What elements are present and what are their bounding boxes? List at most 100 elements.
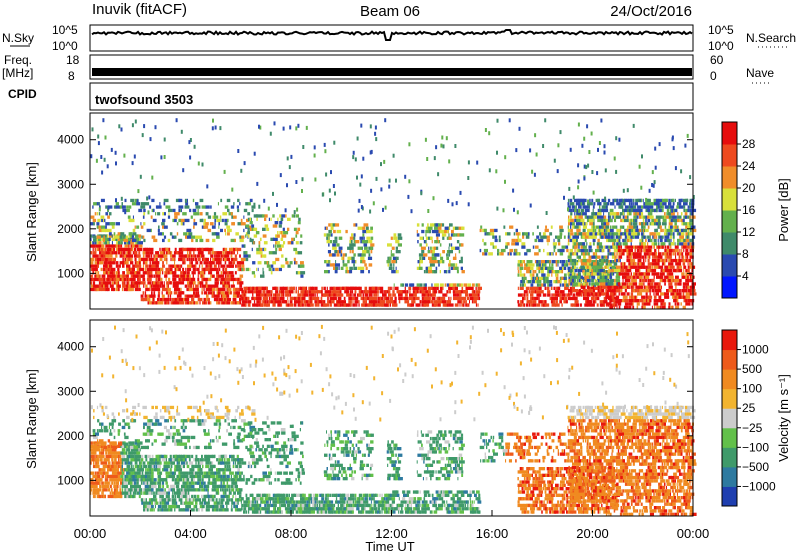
heatmap-cell — [531, 169, 534, 174]
heatmap-cell — [568, 186, 571, 191]
heatmap-cell — [620, 245, 622, 249]
heatmap-cell — [168, 208, 173, 213]
heatmap-cell — [117, 284, 121, 288]
heatmap-cell — [224, 267, 228, 272]
heatmap-cell — [584, 270, 587, 274]
heatmap-cell — [126, 464, 130, 469]
heatmap-cell — [141, 454, 144, 459]
heatmap-cell — [578, 292, 583, 296]
heatmap-cell — [571, 205, 575, 209]
heatmap-cell — [446, 283, 450, 287]
heatmap-cell — [677, 212, 679, 216]
heatmap-cell — [128, 441, 131, 445]
heatmap-cell — [512, 188, 515, 193]
heatmap-cell — [673, 238, 675, 243]
heatmap-cell — [210, 257, 212, 262]
heatmap-cell — [153, 238, 158, 243]
heatmap-cell — [347, 303, 350, 307]
heatmap-cell — [596, 245, 601, 249]
heatmap-cell — [252, 303, 255, 307]
heatmap-cell — [677, 258, 680, 263]
heatmap-cell — [647, 235, 650, 239]
heatmap-cell — [657, 292, 659, 296]
heatmap-cell — [580, 218, 585, 223]
heatmap-cell — [639, 258, 642, 263]
heatmap-cell — [661, 245, 664, 249]
heatmap-cell — [517, 263, 521, 267]
heatmap-cell — [167, 291, 173, 295]
heatmap-cell — [338, 266, 340, 270]
heatmap-cell — [178, 508, 182, 512]
heatmap-cell — [419, 236, 424, 240]
heatmap-cell — [98, 284, 102, 288]
heatmap-cell — [100, 451, 105, 455]
heatmap-cell — [195, 235, 199, 239]
heatmap-cell — [605, 289, 607, 293]
heatmap-cell — [211, 287, 216, 292]
heatmap-cell — [155, 464, 158, 469]
heatmap-cell — [448, 226, 451, 230]
heatmap-cell — [529, 270, 532, 274]
heatmap-cell — [607, 252, 610, 256]
heatmap-cell — [594, 272, 599, 276]
heatmap-cell — [300, 234, 303, 238]
heatmap-cell — [273, 121, 276, 126]
heatmap-cell — [162, 261, 164, 265]
heatmap-cell — [364, 296, 369, 301]
heatmap-cell — [381, 303, 385, 307]
heatmap-cell — [345, 286, 349, 290]
heatmap-cell — [611, 260, 614, 264]
heatmap-cell — [685, 299, 688, 303]
heatmap-cell — [126, 494, 130, 499]
heatmap-cell — [317, 296, 320, 301]
heatmap-cell — [134, 274, 138, 278]
heatmap-cell — [670, 212, 675, 216]
heatmap-cell — [166, 261, 168, 265]
heatmap-cell — [119, 464, 122, 469]
heatmap-cell — [628, 305, 632, 309]
heatmap-cell — [653, 295, 657, 299]
heatmap-cell — [611, 268, 615, 273]
heatmap-cell — [647, 245, 651, 249]
heatmap-cell — [608, 238, 612, 243]
heatmap-cell — [174, 481, 180, 485]
heatmap-cell — [555, 260, 558, 264]
heatmap-cell — [661, 208, 664, 213]
heatmap-cell — [668, 305, 671, 309]
heatmap-cell — [230, 274, 235, 278]
heatmap-cell — [454, 144, 457, 148]
heatmap-cell — [196, 254, 202, 258]
heatmap-cell — [115, 251, 117, 255]
heatmap-cell — [599, 218, 604, 223]
heatmap-cell — [435, 246, 439, 250]
heatmap-cell — [566, 248, 569, 253]
heatmap-cell — [321, 286, 323, 290]
heatmap-cell — [641, 289, 646, 293]
heatmap-cell — [634, 202, 638, 206]
heatmap-cell — [138, 474, 143, 479]
heatmap-cell — [580, 265, 585, 269]
heatmap-cell — [149, 478, 154, 482]
heatmap-cell — [559, 280, 562, 284]
heatmap-cell — [442, 236, 445, 240]
heatmap-cell — [559, 266, 563, 270]
heatmap-cell — [144, 267, 147, 272]
heatmap-cell — [333, 286, 336, 290]
heatmap-cell — [670, 238, 672, 243]
heatmap-cell — [635, 255, 637, 259]
heatmap-cell — [278, 247, 282, 252]
heatmap-cell — [180, 222, 184, 226]
heatmap-cell — [562, 266, 565, 270]
heatmap-cell — [142, 254, 145, 258]
heatmap-cell — [489, 228, 495, 233]
heatmap-cell — [653, 299, 659, 303]
heatmap-cell — [325, 172, 328, 177]
heatmap-cell — [166, 491, 169, 495]
heatmap-cell — [434, 226, 439, 230]
heatmap-cell — [283, 300, 287, 304]
heatmap-cell — [243, 228, 245, 233]
heatmap-cell — [260, 293, 263, 297]
heatmap-cell — [559, 248, 565, 253]
heatmap-cell — [586, 278, 591, 283]
heatmap-cell — [622, 278, 624, 283]
